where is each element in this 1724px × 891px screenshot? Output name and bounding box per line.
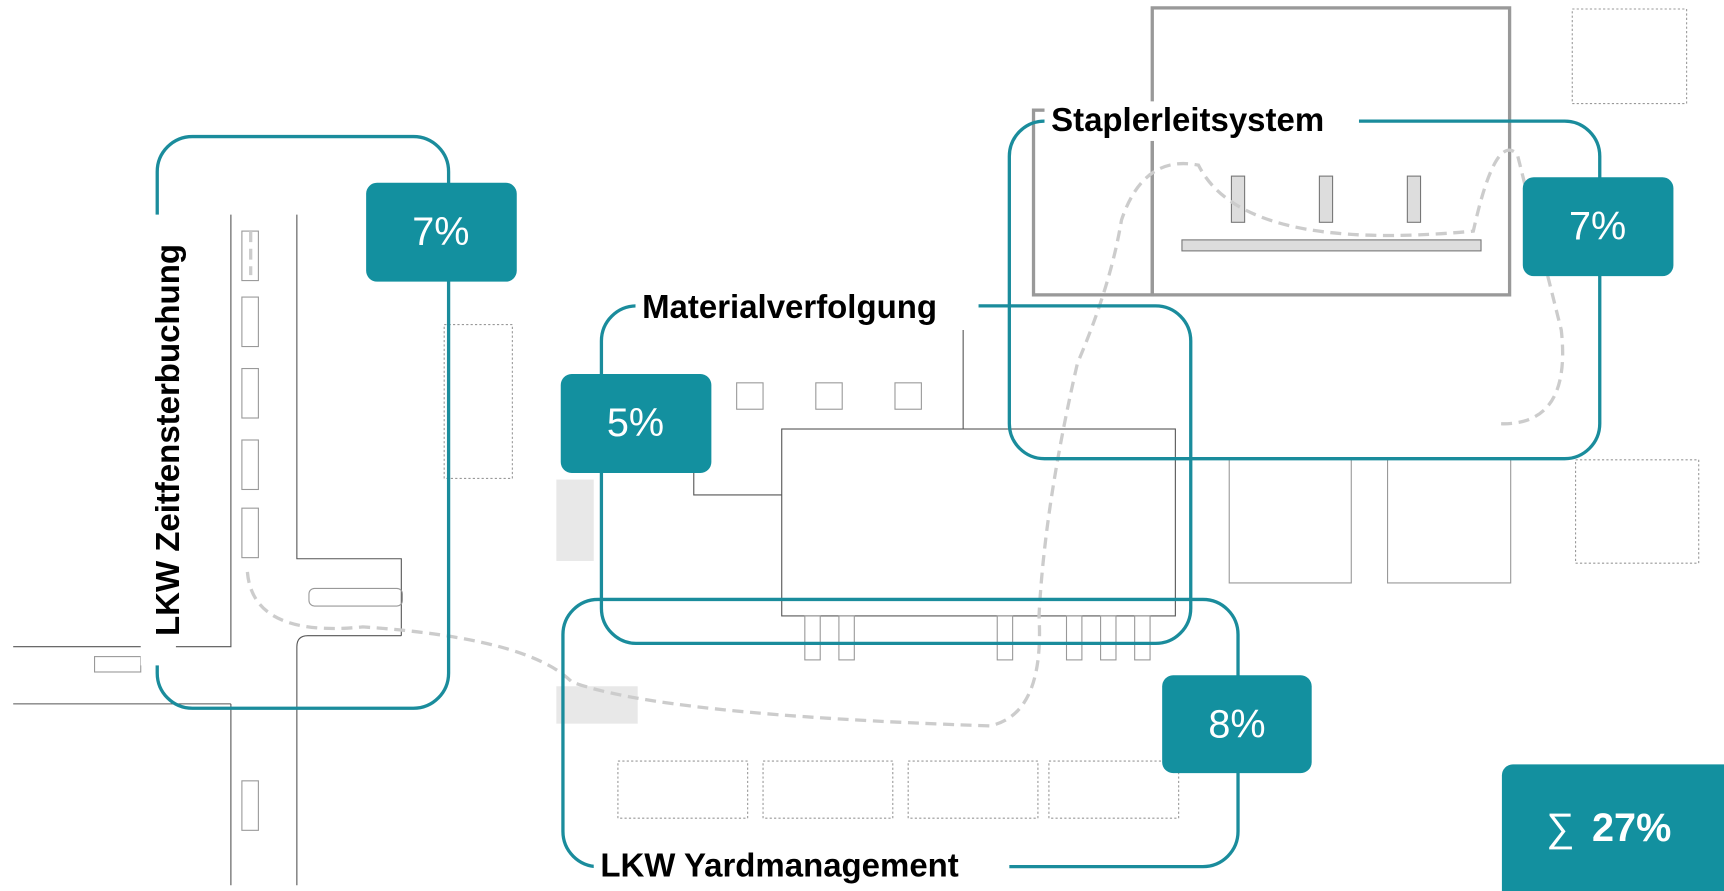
share-badge	[1522, 177, 1674, 277]
share-value: 7%	[412, 210, 469, 254]
site-plan	[13, 6, 1700, 886]
share-value: 8%	[1208, 702, 1265, 746]
total-value: 27%	[1592, 806, 1671, 850]
share-badge	[1162, 675, 1312, 774]
module-label: LKW Yardmanagement	[600, 846, 958, 883]
module-label: Staplerleitsystem	[1051, 101, 1324, 138]
share-badge	[560, 374, 712, 473]
share-value: 7%	[1569, 204, 1626, 248]
module-frame	[599, 304, 1193, 646]
share-value: 5%	[607, 401, 664, 445]
module-label: LKW Zeitfensterbuchung	[149, 244, 186, 636]
module-frame	[561, 597, 1240, 869]
module-label: Materialverfolgung	[642, 288, 937, 325]
share-badge	[366, 182, 517, 282]
modules: LKW Zeitfensterbuchung Materialverfolgun…	[140, 101, 1724, 891]
total-symbol: ∑	[1546, 806, 1574, 850]
total-badge	[1501, 764, 1724, 891]
